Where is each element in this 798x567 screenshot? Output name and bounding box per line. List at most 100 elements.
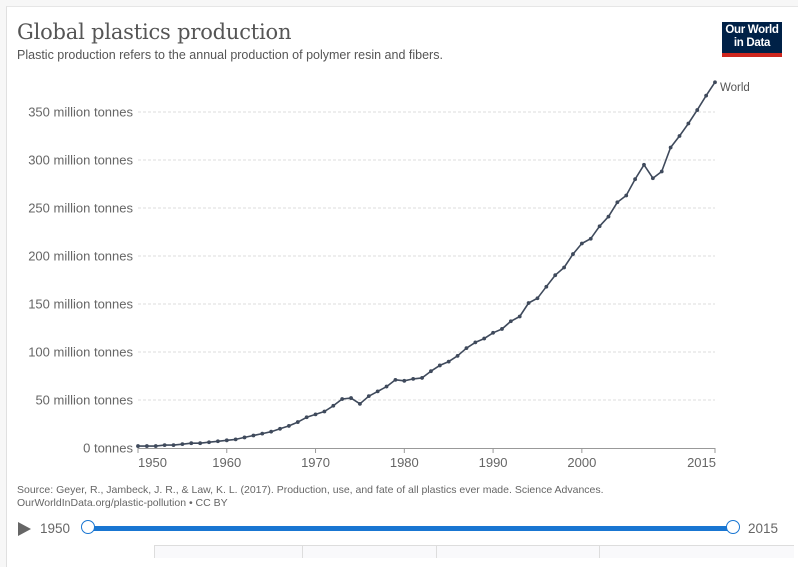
data-point[interactable] <box>606 214 611 219</box>
timeline-end-handle[interactable] <box>726 520 740 534</box>
data-point[interactable] <box>473 340 478 345</box>
data-point[interactable] <box>544 284 549 289</box>
data-point[interactable] <box>322 409 327 414</box>
data-point[interactable] <box>393 377 398 382</box>
data-point[interactable] <box>251 433 256 438</box>
data-point[interactable] <box>366 394 371 399</box>
data-point[interactable] <box>500 327 504 331</box>
data-point[interactable] <box>659 169 664 174</box>
x-tick-label: 1970 <box>301 455 330 470</box>
data-point[interactable] <box>215 439 220 444</box>
data-point[interactable] <box>686 121 691 126</box>
data-point[interactable] <box>553 273 558 278</box>
data-point[interactable] <box>224 438 229 443</box>
data-point[interactable] <box>358 401 362 406</box>
data-point[interactable] <box>411 376 416 381</box>
data-point[interactable] <box>535 296 540 301</box>
y-axis-ticks: 0 tonnes 50 million tonnes 100 million ton… <box>28 105 133 456</box>
x-tick-label: 1980 <box>390 455 419 470</box>
data-point[interactable] <box>633 177 638 182</box>
source-text: Source: Geyer, R., Jambeck, J. R., & Law… <box>17 484 604 496</box>
data-point[interactable] <box>615 200 620 205</box>
data-point[interactable] <box>180 442 185 447</box>
data-point[interactable] <box>136 444 140 448</box>
y-tick-label: 250 million tonnes <box>28 201 133 216</box>
data-point[interactable] <box>260 431 265 436</box>
gridlines <box>138 111 715 401</box>
data-point[interactable] <box>331 403 336 408</box>
data-point[interactable] <box>588 236 593 241</box>
data-point[interactable] <box>695 108 700 112</box>
owid-logo[interactable]: Our World in Data <box>722 22 782 57</box>
logo-line-2: in Data <box>733 37 771 49</box>
data-point[interactable] <box>349 396 353 400</box>
data-point[interactable] <box>429 369 433 374</box>
tab-4[interactable] <box>599 546 795 558</box>
logo-line-1: Our World <box>725 24 779 36</box>
data-point[interactable] <box>446 359 451 364</box>
data-point[interactable] <box>242 435 247 440</box>
source-url-license[interactable]: OurWorldInData.org/plastic-pollution • C… <box>17 496 228 509</box>
data-point[interactable] <box>269 429 274 434</box>
data-point[interactable] <box>526 301 531 305</box>
data-point[interactable] <box>295 420 300 424</box>
x-tick-label: 1960 <box>212 455 241 470</box>
y-tick-label: 0 tonnes <box>83 441 133 456</box>
data-point[interactable] <box>597 224 602 229</box>
y-tick-label: 350 million tonnes <box>28 105 133 120</box>
data-point[interactable] <box>278 426 282 431</box>
data-point[interactable] <box>455 353 460 358</box>
x-tick-label: 1990 <box>479 455 508 470</box>
data-point[interactable] <box>517 314 522 319</box>
logo-accent-bar <box>722 53 782 57</box>
play-icon[interactable] <box>18 522 31 536</box>
data-point[interactable] <box>668 145 673 150</box>
data-point[interactable] <box>624 193 629 198</box>
series-line[interactable] <box>138 81 716 447</box>
data-point[interactable] <box>464 346 469 351</box>
timeline-track[interactable] <box>88 526 733 531</box>
data-point[interactable] <box>198 441 203 446</box>
data-point[interactable] <box>571 252 575 256</box>
timeline: 1950 2015 <box>0 515 798 543</box>
tab-1[interactable] <box>154 546 303 558</box>
data-point[interactable] <box>482 336 487 341</box>
series-world[interactable]: World <box>136 80 750 448</box>
chart-card <box>6 6 798 567</box>
data-point[interactable] <box>704 93 709 98</box>
data-point[interactable] <box>171 443 176 448</box>
data-point[interactable] <box>713 80 717 85</box>
x-tick-label: 2000 <box>567 455 596 470</box>
data-point[interactable] <box>642 162 646 167</box>
data-point[interactable] <box>579 241 584 246</box>
y-tick-label: 300 million tonnes <box>28 153 133 168</box>
data-point[interactable] <box>304 415 309 420</box>
data-point[interactable] <box>153 444 158 448</box>
source-note: Source: Geyer, R., Jambeck, J. R., & Law… <box>17 484 604 509</box>
y-tick-label: 50 million tonnes <box>35 393 133 408</box>
data-point[interactable] <box>144 444 149 448</box>
data-point[interactable] <box>562 265 566 270</box>
data-point[interactable] <box>375 389 380 394</box>
data-point[interactable] <box>437 363 442 368</box>
data-point[interactable] <box>384 384 389 389</box>
data-point[interactable] <box>402 378 407 383</box>
data-point[interactable] <box>162 443 167 448</box>
tab-3[interactable] <box>436 546 600 558</box>
data-point[interactable] <box>313 412 318 417</box>
data-point[interactable] <box>340 397 345 401</box>
y-tick-label: 150 million tonnes <box>28 297 133 312</box>
data-point[interactable] <box>491 330 495 335</box>
tab-2[interactable] <box>302 546 437 558</box>
data-point[interactable] <box>650 176 655 181</box>
data-point[interactable] <box>189 441 194 446</box>
data-point[interactable] <box>420 376 424 380</box>
data-point[interactable] <box>677 134 682 138</box>
timeline-start-handle[interactable] <box>81 520 95 534</box>
data-point[interactable] <box>508 319 513 324</box>
data-point[interactable] <box>287 424 291 428</box>
timeline-start-label: 1950 <box>40 521 71 536</box>
chart-title: Global plastics production <box>17 20 292 44</box>
data-point[interactable] <box>233 437 238 442</box>
data-point[interactable] <box>207 440 211 445</box>
